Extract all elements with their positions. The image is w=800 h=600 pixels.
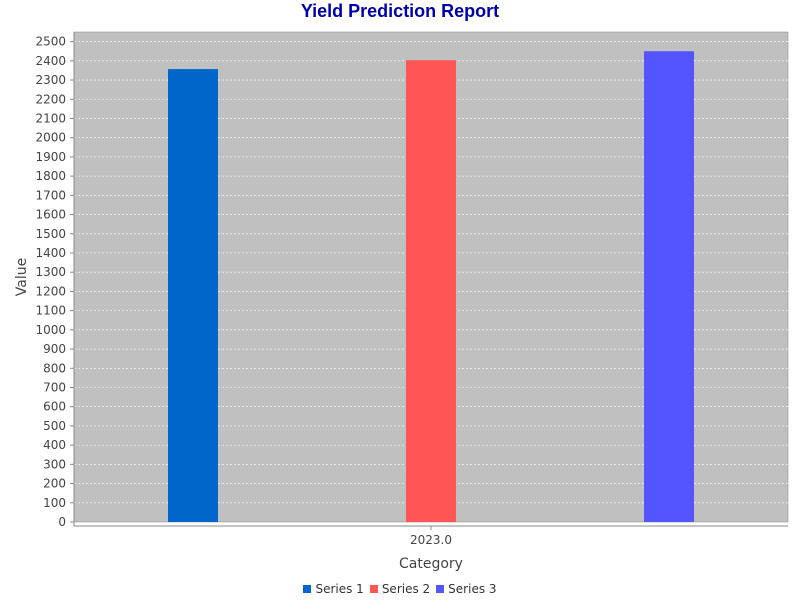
y-tick-label: 1600 bbox=[35, 208, 66, 222]
y-tick-label: 2400 bbox=[35, 54, 66, 68]
y-tick-label: 2000 bbox=[35, 131, 66, 145]
legend-label-series-2: Series 2 bbox=[381, 582, 431, 596]
y-tick-label: 2100 bbox=[35, 111, 66, 125]
y-axis-label: Value bbox=[14, 258, 30, 296]
legend-swatch-series-1 bbox=[303, 585, 312, 593]
y-tick-label: 1800 bbox=[35, 169, 66, 183]
y-tick-label: 300 bbox=[43, 457, 66, 471]
y-tick-label: 2200 bbox=[35, 92, 66, 106]
legend-label-series-1: Series 1 bbox=[315, 582, 364, 596]
x-axis-ticks: 2023.0 bbox=[410, 526, 452, 547]
bar-series-2 bbox=[406, 60, 456, 522]
x-tick-label: 2023.0 bbox=[410, 533, 452, 547]
y-tick-label: 400 bbox=[43, 438, 66, 452]
y-tick-label: 100 bbox=[43, 496, 66, 510]
y-tick-label: 600 bbox=[43, 400, 66, 414]
y-tick-label: 200 bbox=[43, 477, 66, 491]
y-tick-label: 1100 bbox=[35, 304, 66, 318]
y-tick-label: 1000 bbox=[35, 323, 66, 337]
y-axis-ticks: 0 100 200 300 400 500 600 700 800 900 1000 1100 1200… bbox=[35, 35, 74, 529]
bar-series-3 bbox=[644, 51, 694, 522]
legend-item-series-2: Series 2 bbox=[369, 582, 431, 596]
y-tick-label: 700 bbox=[43, 380, 66, 394]
y-tick-label: 1700 bbox=[35, 188, 66, 202]
legend-swatch-series-3 bbox=[436, 585, 445, 593]
y-tick-label: 1200 bbox=[35, 284, 66, 298]
y-tick-label: 2300 bbox=[35, 73, 66, 87]
y-tick-label: 1400 bbox=[35, 246, 66, 260]
y-tick-label: 1500 bbox=[35, 227, 66, 241]
y-tick-label: 2500 bbox=[35, 35, 66, 49]
legend-item-series-3: Series 3 bbox=[436, 582, 497, 596]
x-axis-label: Category bbox=[399, 556, 463, 572]
legend-swatch-series-2 bbox=[369, 585, 378, 593]
y-tick-label: 500 bbox=[43, 419, 66, 433]
legend-label-series-3: Series 3 bbox=[448, 582, 497, 596]
bars bbox=[168, 51, 694, 522]
y-tick-label: 800 bbox=[43, 361, 66, 375]
legend-item-series-1: Series 1 bbox=[303, 582, 364, 596]
y-tick-label: 1900 bbox=[35, 150, 66, 164]
bar-series-1 bbox=[168, 69, 218, 522]
y-tick-label: 0 bbox=[58, 515, 66, 529]
y-tick-label: 1300 bbox=[35, 265, 66, 279]
y-tick-label: 900 bbox=[43, 342, 66, 356]
legend: Series 1 Series 2 Series 3 bbox=[0, 580, 800, 598]
chart-title: Yield Prediction Report bbox=[300, 1, 500, 21]
